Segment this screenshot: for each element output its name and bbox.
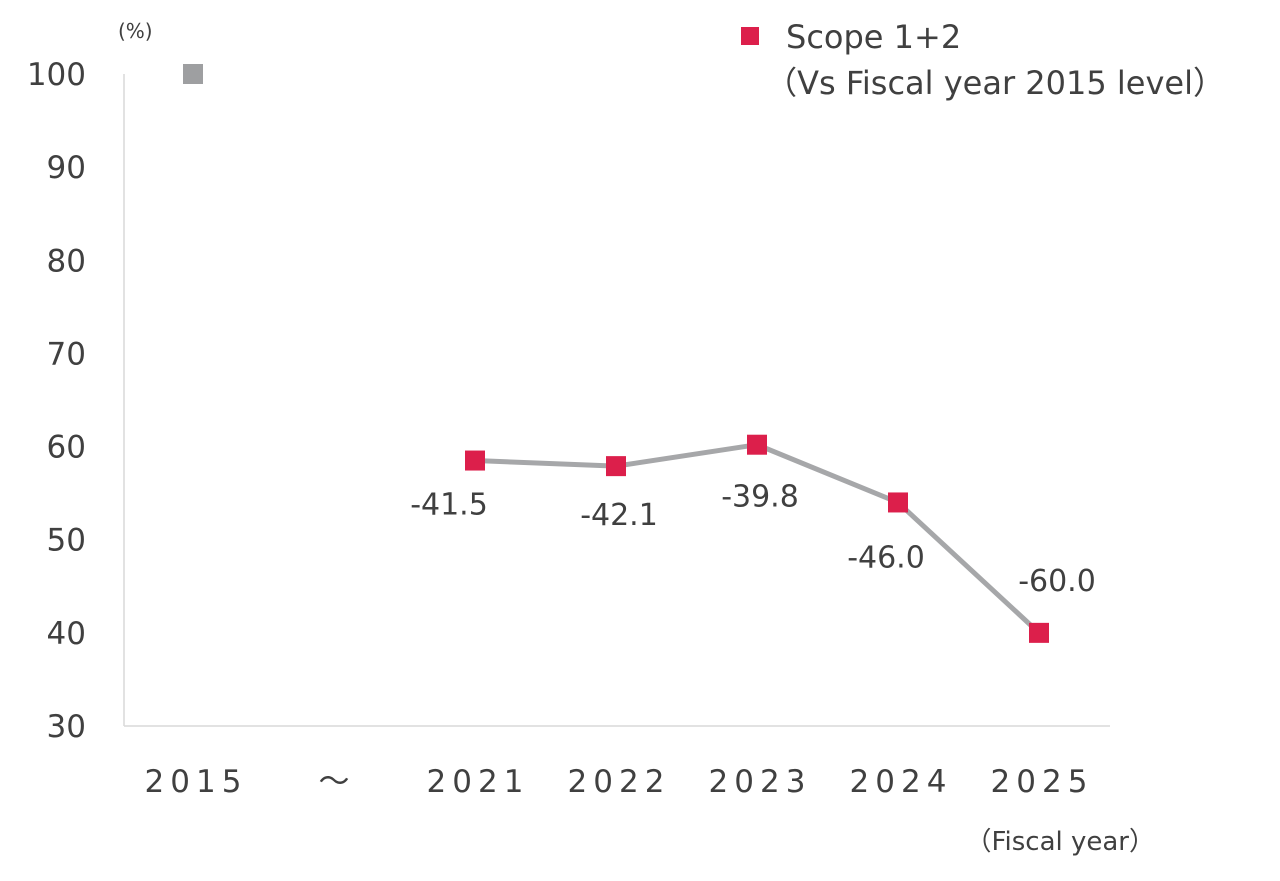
data-point-marker	[606, 456, 626, 477]
y-tick-labels: 100 90 80 70 60 50 40 30	[27, 57, 86, 745]
y-tick-label: 90	[47, 150, 86, 186]
data-label: -42.1	[580, 498, 658, 533]
axes	[123, 74, 1110, 727]
data-label: -39.8	[721, 480, 799, 515]
data-point-marker	[465, 450, 485, 471]
data-label: -60.0	[1018, 564, 1096, 599]
y-tick-label: 40	[47, 616, 86, 652]
y-tick-label: 50	[47, 523, 86, 559]
y-tick-label: 100	[27, 57, 86, 93]
x-tick-label: 2024	[850, 764, 953, 800]
legend-swatch	[741, 27, 759, 45]
series-lines	[474, 442, 1041, 635]
x-unit-label: （Fiscal year）	[965, 827, 1155, 857]
y-tick-label: 60	[47, 430, 86, 466]
x-tick-label: 2021	[427, 764, 530, 800]
data-label: -46.0	[847, 540, 925, 575]
y-tick-label: 30	[47, 709, 86, 745]
data-labels: -41.5 -42.1 -39.8 -46.0 -60.0	[410, 480, 1096, 599]
y-tick-label: 80	[47, 243, 86, 279]
data-point-marker	[747, 434, 767, 455]
x-tick-label: 2025	[991, 764, 1094, 800]
x-tick-label: 2022	[568, 764, 671, 800]
legend: Scope 1+2 （Vs Fiscal year 2015 level）	[741, 18, 1225, 102]
series-line	[474, 442, 1041, 635]
y-tick-label: 70	[47, 336, 86, 372]
baseline-marker	[183, 64, 203, 84]
x-tick-labels: 2015 ～ 2021 2022 2023 2024 2025	[145, 764, 1094, 800]
data-point-marker	[888, 492, 908, 513]
x-tick-label: ～	[319, 764, 356, 800]
x-tick-label: 2015	[145, 764, 248, 800]
data-label: -41.5	[410, 488, 488, 523]
x-tick-label: 2023	[709, 764, 812, 800]
series-markers	[183, 64, 1049, 643]
legend-label: Scope 1+2	[786, 18, 961, 56]
y-unit-label: (%)	[118, 19, 153, 43]
legend-sublabel: （Vs Fiscal year 2015 level）	[765, 64, 1225, 102]
data-point-marker	[1029, 622, 1049, 643]
